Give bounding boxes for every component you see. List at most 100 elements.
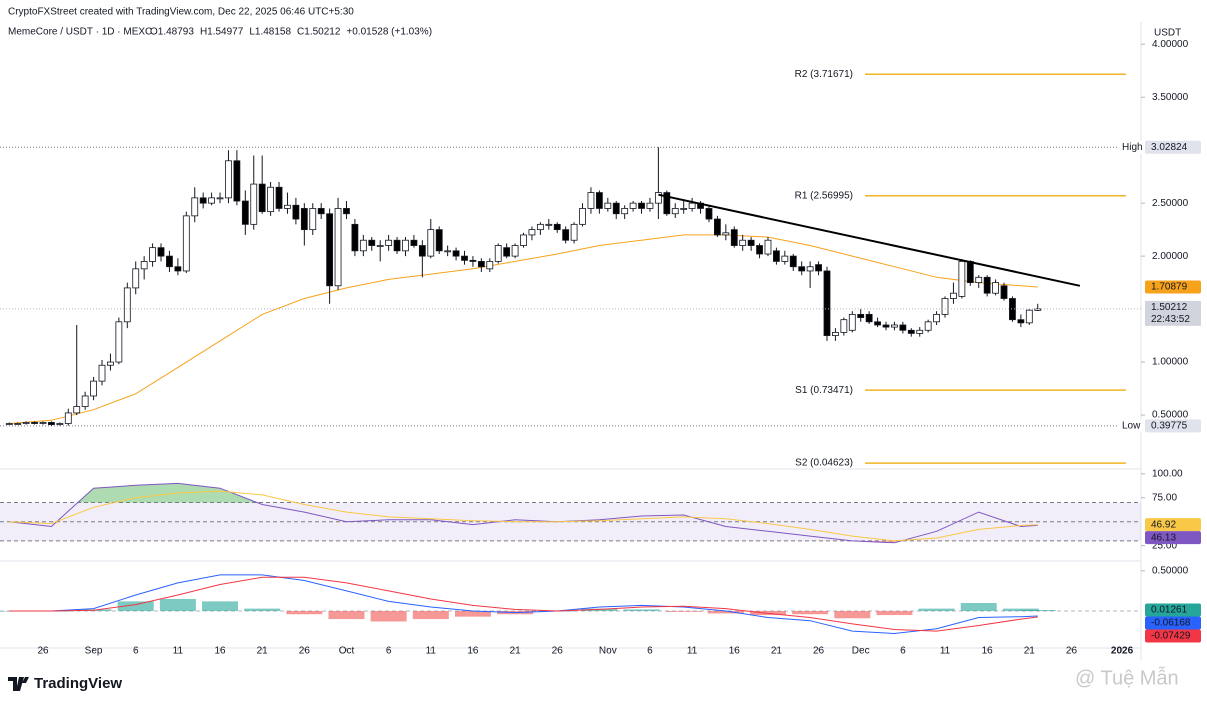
candle-body: [1009, 298, 1016, 321]
candle-body: [166, 255, 173, 268]
candle-body: [891, 324, 898, 328]
candle-body: [950, 292, 957, 299]
candle-body: [629, 202, 637, 209]
histogram-bar: [244, 608, 281, 612]
countdown-box: [1145, 312, 1201, 326]
candle-body: [1025, 309, 1033, 324]
ohlc-label: C1.50212: [297, 27, 341, 38]
candle-body: [553, 223, 561, 231]
value-box: [1145, 616, 1201, 630]
last-price-box: [1145, 300, 1201, 314]
candle-body: [545, 223, 553, 226]
value-box: [1145, 518, 1201, 532]
candle-body: [469, 259, 477, 262]
candle-body: [90, 380, 97, 397]
x-tick-label: 26: [37, 646, 49, 657]
candle-body: [132, 268, 140, 289]
y-tick-label: 2.00000: [1152, 251, 1189, 262]
candle-body: [115, 321, 123, 363]
candle-body: [966, 261, 974, 284]
candle-body: [840, 319, 848, 333]
x-tick-label: 11: [940, 646, 951, 657]
candle-body: [157, 247, 165, 257]
x-tick-label: Nov: [599, 646, 617, 657]
candle-body: [773, 250, 780, 262]
histogram-bar: [286, 611, 323, 615]
candle-body: [22, 422, 30, 424]
candle-body: [916, 329, 924, 334]
candle-body: [663, 192, 671, 215]
x-tick-label: 11: [173, 646, 184, 657]
x-tick-label: 16: [729, 646, 741, 657]
y-tick-label: 3.50000: [1152, 92, 1189, 103]
candle-body: [983, 276, 991, 294]
value-box-label: 1.70879: [1151, 282, 1188, 293]
candle-body: [300, 208, 308, 231]
candle-body: [418, 245, 426, 257]
candle-body: [64, 412, 72, 424]
candle-body: [714, 218, 721, 236]
histogram-bar: [834, 611, 871, 619]
value-box-label: 0.01261: [1151, 605, 1188, 616]
histogram-bar: [1019, 610, 1056, 612]
candle-body: [730, 229, 738, 246]
candle-body: [975, 276, 983, 284]
x-tick-label: 6: [647, 646, 653, 657]
histogram-bar: [202, 601, 239, 612]
countdown: 22:43:52: [1151, 314, 1190, 325]
x-tick-label: Sep: [85, 646, 103, 657]
candle-body: [435, 229, 443, 252]
candle-body: [191, 197, 199, 217]
histogram-bar: [454, 611, 491, 617]
candle-body: [747, 239, 755, 246]
candle-body: [5, 423, 13, 425]
candle-body: [149, 247, 156, 262]
ohlc-label: L1.48158: [249, 27, 291, 38]
x-tick-label: 21: [257, 646, 269, 657]
overbought-fill: [9, 483, 1038, 503]
candle-body: [343, 208, 350, 215]
pivot-label: S1 (0.73471): [795, 385, 853, 396]
brand-logo: [8, 677, 29, 691]
candle-body: [402, 239, 409, 252]
candle-body: [385, 239, 393, 246]
candle-body: [359, 239, 367, 252]
symbol-title: MemeCore / USDT · 1D · MEXC: [8, 27, 152, 38]
x-tick-label: 21: [1024, 646, 1036, 657]
value-box: [1145, 531, 1201, 545]
candle-body: [941, 298, 949, 315]
value-box-label: 46.92: [1151, 519, 1176, 530]
candle-body: [241, 200, 249, 225]
candle-body: [376, 245, 384, 247]
histogram-bar: [960, 602, 997, 612]
candle-body: [798, 266, 806, 272]
y-tick-label: 1.00000: [1152, 357, 1189, 368]
candle-body: [756, 245, 763, 255]
candle-body: [351, 223, 359, 252]
candle-body: [595, 192, 603, 209]
histogram-bar: [159, 598, 196, 612]
candle-body: [31, 422, 38, 424]
unit: USDT: [1154, 28, 1181, 39]
candle-body: [587, 192, 595, 209]
candle-body: [486, 261, 494, 270]
candle-body: [334, 208, 342, 287]
candle-body: [705, 208, 713, 220]
x-tick-label: 16: [467, 646, 479, 657]
watermark: @ Tuệ Mẫn: [1075, 666, 1179, 689]
candle-body: [267, 186, 275, 213]
rsi-line: [9, 490, 1038, 542]
y-tick-label: 0.50000: [1152, 565, 1189, 576]
candle-body: [579, 208, 586, 225]
moving-average: [9, 234, 1038, 424]
candle-body: [477, 261, 485, 268]
histogram-bar: [1002, 608, 1039, 612]
histogram-bar: [117, 601, 154, 612]
candle-body: [1034, 308, 1042, 311]
histogram-bar: [665, 611, 702, 612]
histogram-bar: [918, 608, 955, 612]
candle-body: [81, 395, 89, 407]
candle-body: [857, 313, 865, 318]
candle-body: [427, 229, 435, 257]
candle-body: [393, 239, 401, 252]
